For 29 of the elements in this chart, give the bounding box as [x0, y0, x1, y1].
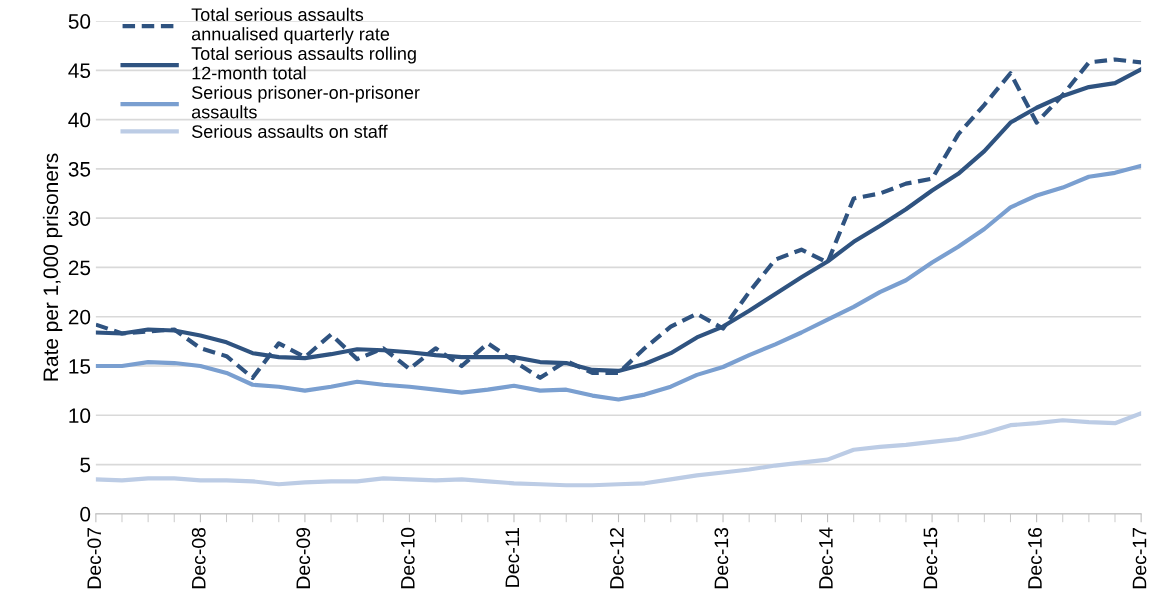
line-series	[95, 411, 1142, 488]
y-tick-label: 35	[68, 161, 91, 177]
y-tick-label: 50	[68, 14, 91, 29]
x-tick-label: Dec-17	[1132, 528, 1147, 589]
x-tick-label: Dec-09	[296, 527, 311, 589]
x-tick-label: Dec-14	[819, 527, 833, 589]
y-tick-label: 15	[69, 359, 91, 374]
y-tick-label: 20	[68, 309, 91, 325]
y-tick-label: 10	[69, 408, 91, 424]
x-tick-label: Dec-12	[609, 528, 624, 589]
x-tick-label: Dec-13	[714, 527, 729, 589]
y-tick-label: 30	[68, 211, 91, 226]
x-tick-label: Dec-11	[505, 527, 520, 587]
legend-label: Total serious assaults rolling 12-month total	[191, 46, 416, 80]
x-tick-label: Dec-15	[923, 527, 938, 589]
x-tick-label: Dec-08	[191, 527, 206, 589]
x-tick-label: Dec-10	[400, 527, 415, 589]
legend-label: Serious assaults on staff	[192, 124, 388, 138]
y-tick-label: 25	[68, 260, 91, 276]
x-tick-label: Dec-07	[87, 528, 102, 589]
y-tick-label: 45	[68, 63, 91, 79]
y-tick-label: 5	[80, 457, 91, 473]
y-axis-title: Rate per 1,000 prisoners	[42, 153, 63, 381]
y-tick-label: 40	[68, 112, 91, 128]
legend-label: Total serious assaults annualised quarterly rate	[191, 7, 390, 44]
line-series	[95, 163, 1142, 402]
y-tick-label: 0	[80, 506, 91, 522]
legend-label: Serious prisoner-on-prisoner assaults	[191, 85, 420, 119]
x-tick-label: Dec-16	[1028, 527, 1042, 589]
